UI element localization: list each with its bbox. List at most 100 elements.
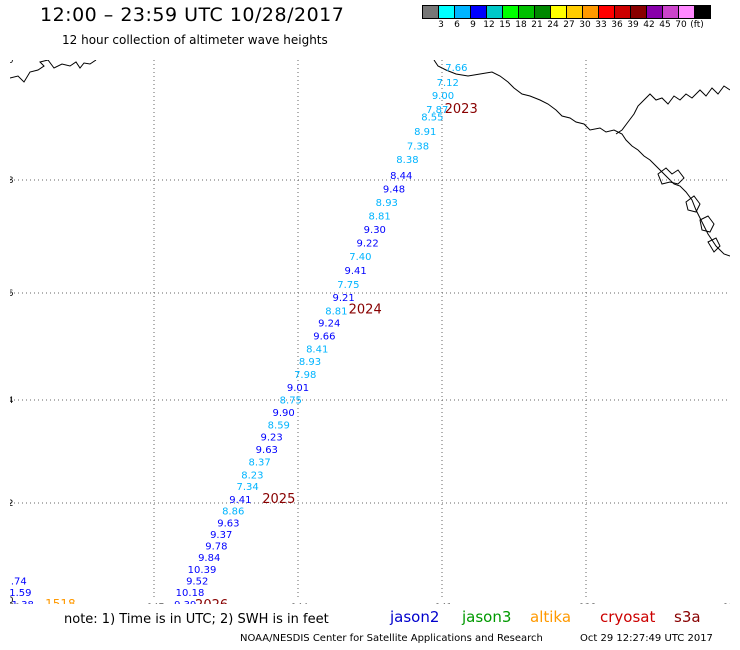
wave-height-value: 11.38 bbox=[10, 600, 34, 604]
legend-swatch bbox=[454, 5, 471, 19]
wave-height-value: 8.81 bbox=[368, 212, 390, 223]
wave-height-value: 9.63 bbox=[256, 445, 278, 456]
latitude-label: 56 bbox=[10, 289, 14, 299]
legend-label: 70 bbox=[675, 20, 687, 30]
wave-height-value: 9.00 bbox=[432, 91, 454, 102]
latitude-label: 58 bbox=[10, 176, 14, 186]
wave-height-value: 9.78 bbox=[205, 542, 227, 553]
wave-height-value: 10.18 bbox=[176, 588, 205, 599]
wave-height-value: 7.75 bbox=[337, 280, 359, 291]
longitude-label: -150 bbox=[10, 603, 20, 604]
wave-height-value: 7.98 bbox=[294, 370, 316, 381]
coastline bbox=[10, 60, 730, 257]
longitude-label: -135 bbox=[720, 603, 730, 604]
legend-swatch bbox=[694, 5, 711, 19]
wave-height-value: 8.23 bbox=[241, 470, 263, 481]
wave-height-value: 8.38 bbox=[396, 155, 418, 166]
wave-height-value: 8.81 bbox=[325, 306, 347, 317]
legend-label: 15 bbox=[499, 20, 511, 30]
wave-height-value: 8.75 bbox=[280, 396, 302, 407]
legend-swatch bbox=[630, 5, 647, 19]
coastline-north-west bbox=[10, 60, 97, 83]
pass-time-label: 2024 bbox=[349, 302, 382, 317]
legend-swatch bbox=[582, 5, 599, 19]
legend-label: 45 bbox=[659, 20, 671, 30]
timestamp-text: Oct 29 12:27:49 UTC 2017 bbox=[580, 633, 713, 644]
legend-swatch bbox=[662, 5, 679, 19]
wave-height-value: 9.21 bbox=[332, 293, 354, 304]
legend-label: (ft) bbox=[690, 20, 704, 30]
wave-height-value: 9.63 bbox=[217, 518, 239, 529]
wave-height-value: 9.23 bbox=[260, 433, 282, 444]
satellite-name: jason2 bbox=[390, 608, 440, 626]
wave-height-value: 9.01 bbox=[287, 383, 309, 394]
wave-height-value: 8.44 bbox=[390, 171, 412, 182]
wave-height-value: 10.39 bbox=[188, 565, 217, 576]
pass-time-label: 2026 bbox=[195, 598, 228, 604]
color-legend bbox=[422, 5, 711, 19]
axis-labels: -150 -147 -144 -141 -138 -135 60 58 56 54 52 50 bbox=[10, 60, 730, 604]
longitude-label: -141 bbox=[432, 603, 452, 604]
wave-height-value: 8.41 bbox=[306, 344, 328, 355]
wave-height-value: 8.55 bbox=[421, 113, 443, 124]
wave-height-value: 11.59 bbox=[10, 588, 32, 599]
wave-height-value: 9.52 bbox=[186, 576, 208, 587]
wave-height-value: 9.22 bbox=[356, 239, 378, 250]
pass-time-label: 2025 bbox=[262, 492, 295, 507]
legend-swatch bbox=[486, 5, 503, 19]
wave-height-value: 8.86 bbox=[222, 507, 244, 518]
wave-height-value: 8.37 bbox=[248, 457, 270, 468]
legend-label: 42 bbox=[643, 20, 655, 30]
wave-height-value: 8.93 bbox=[376, 198, 398, 209]
latitude-label: 54 bbox=[10, 396, 14, 406]
satellite-name: cryosat bbox=[600, 608, 656, 626]
wave-height-map: -150 -147 -144 -141 -138 -135 60 58 56 54 52 50 7.6… bbox=[10, 60, 730, 604]
wave-height-value: 9.84 bbox=[198, 553, 220, 564]
satellite-name: jason3 bbox=[462, 608, 512, 626]
wave-height-value: 9.66 bbox=[313, 332, 335, 343]
pass-time-label: 2023 bbox=[445, 102, 478, 117]
credit-text: NOAA/NESDIS Center for Satellite Applica… bbox=[240, 633, 543, 644]
longitude-label: -144 bbox=[288, 603, 309, 604]
legend-swatch bbox=[598, 5, 615, 19]
wave-height-value: 9.48 bbox=[383, 184, 405, 195]
wave-height-value: 7.38 bbox=[407, 141, 429, 152]
wave-height-value: 8.93 bbox=[299, 357, 321, 368]
coastline-alaska bbox=[433, 60, 730, 257]
latitude-label: 60 bbox=[10, 60, 14, 66]
wave-height-value: 8.59 bbox=[268, 420, 290, 431]
legend-swatch bbox=[502, 5, 519, 19]
satellite-name: altika bbox=[530, 608, 572, 626]
legend-label: 3 bbox=[438, 20, 444, 30]
wave-height-value: 7.34 bbox=[236, 482, 258, 493]
legend-label: 21 bbox=[531, 20, 543, 30]
altimeter-track: 7.66 7.12 9.00 7.878.55 8.91 7.38 8.38 8.44 9.48… bbox=[10, 63, 478, 604]
satellite-name: s3a bbox=[674, 608, 701, 626]
wave-height-value: 11.74 bbox=[10, 576, 27, 587]
legend-label: 9 bbox=[470, 20, 476, 30]
map-title: 12:00 – 23:59 UTC 10/28/2017 bbox=[40, 4, 345, 26]
legend-label: 6 bbox=[454, 20, 460, 30]
wave-height-value: 9.39 bbox=[174, 600, 196, 604]
graticule bbox=[10, 60, 730, 600]
legend-swatch bbox=[518, 5, 535, 19]
legend-label: 18 bbox=[515, 20, 527, 30]
legend-label: 24 bbox=[547, 20, 559, 30]
latitude-label: 50 bbox=[10, 596, 14, 604]
legend-swatch bbox=[678, 5, 695, 19]
wave-height-value: 7.40 bbox=[349, 252, 371, 263]
legend-label: 12 bbox=[483, 20, 495, 30]
legend-label: 33 bbox=[595, 20, 607, 30]
wave-height-value: 9.30 bbox=[364, 225, 386, 236]
legend-label: 27 bbox=[563, 20, 575, 30]
wave-height-value: 7.87 bbox=[426, 105, 448, 116]
legend-swatch bbox=[566, 5, 583, 19]
coastline-islands bbox=[657, 167, 721, 253]
map-subtitle: 12 hour collection of altimeter wave hei… bbox=[62, 33, 328, 47]
longitude-label: -138 bbox=[576, 603, 597, 604]
legend-swatch bbox=[422, 5, 439, 19]
legend-label: 39 bbox=[627, 20, 639, 30]
wave-height-value: 9.37 bbox=[210, 530, 232, 541]
legend-label: 30 bbox=[579, 20, 591, 30]
wave-height-value: 9.24 bbox=[318, 319, 340, 330]
